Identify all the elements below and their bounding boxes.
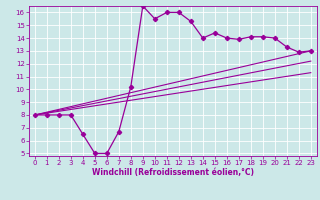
X-axis label: Windchill (Refroidissement éolien,°C): Windchill (Refroidissement éolien,°C) bbox=[92, 168, 254, 177]
